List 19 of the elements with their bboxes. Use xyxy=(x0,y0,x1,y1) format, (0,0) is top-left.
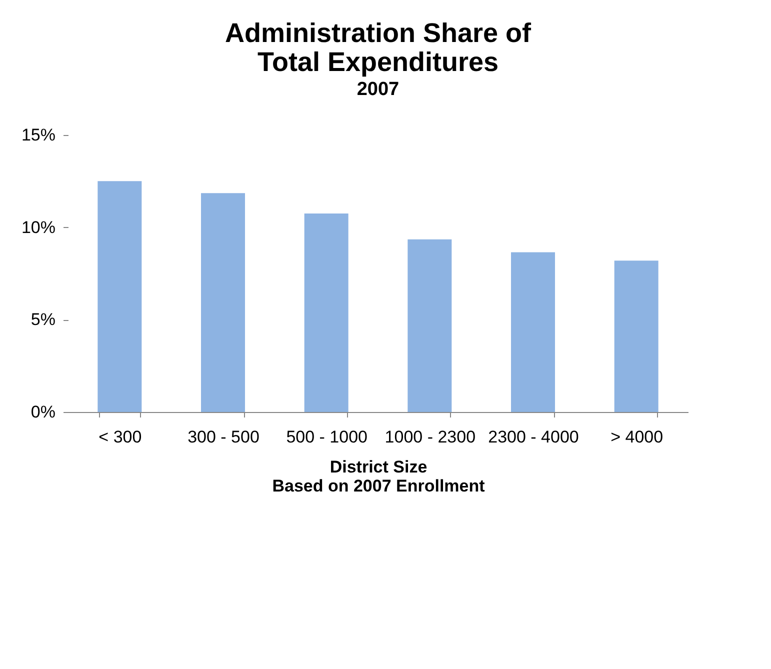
x-axis-title: District Size Based on 2007 Enrollment xyxy=(272,458,486,496)
x-tick-label: 2300 - 4000 xyxy=(488,428,579,446)
x-tick-label: > 4000 xyxy=(610,428,664,446)
bar xyxy=(511,252,555,412)
chart-subtitle: 2007 xyxy=(356,79,400,100)
bar xyxy=(408,239,452,412)
y-tick-label: 10% xyxy=(21,218,56,237)
y-tick-label: 15% xyxy=(21,126,56,144)
chart-title: Administration Share of Total Expenditures xyxy=(224,18,532,77)
x-tick-label: 300 - 500 xyxy=(188,428,260,446)
x-tick-label: < 300 xyxy=(98,428,142,446)
x-tick-label: 500 - 1000 xyxy=(286,428,368,446)
bar xyxy=(201,193,245,412)
bar xyxy=(614,260,658,412)
x-tick-label: 1000 - 2300 xyxy=(384,428,476,446)
bar xyxy=(304,213,348,412)
y-tick-label: 0% xyxy=(30,402,56,422)
y-tick-label: 5% xyxy=(30,310,56,330)
bar xyxy=(98,181,142,412)
